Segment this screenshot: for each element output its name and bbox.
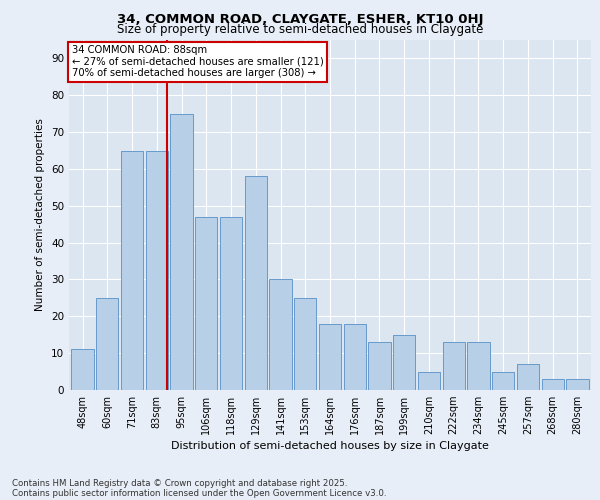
Y-axis label: Number of semi-detached properties: Number of semi-detached properties — [35, 118, 46, 312]
Bar — [492, 372, 514, 390]
Bar — [96, 298, 118, 390]
Bar — [467, 342, 490, 390]
Text: Contains HM Land Registry data © Crown copyright and database right 2025.: Contains HM Land Registry data © Crown c… — [12, 478, 347, 488]
Bar — [195, 217, 217, 390]
Bar — [146, 150, 168, 390]
Text: Size of property relative to semi-detached houses in Claygate: Size of property relative to semi-detach… — [117, 22, 483, 36]
Bar — [542, 379, 564, 390]
Text: 34 COMMON ROAD: 88sqm
← 27% of semi-detached houses are smaller (121)
70% of sem: 34 COMMON ROAD: 88sqm ← 27% of semi-deta… — [71, 46, 323, 78]
Bar — [368, 342, 391, 390]
Bar — [418, 372, 440, 390]
Bar — [220, 217, 242, 390]
Bar — [71, 350, 94, 390]
Bar — [269, 280, 292, 390]
Bar — [170, 114, 193, 390]
Text: Contains public sector information licensed under the Open Government Licence v3: Contains public sector information licen… — [12, 488, 386, 498]
Bar — [121, 150, 143, 390]
Bar — [319, 324, 341, 390]
Bar — [443, 342, 465, 390]
Bar — [344, 324, 366, 390]
Bar — [566, 379, 589, 390]
Bar — [517, 364, 539, 390]
Bar — [393, 334, 415, 390]
X-axis label: Distribution of semi-detached houses by size in Claygate: Distribution of semi-detached houses by … — [171, 442, 489, 452]
Text: 34, COMMON ROAD, CLAYGATE, ESHER, KT10 0HJ: 34, COMMON ROAD, CLAYGATE, ESHER, KT10 0… — [117, 12, 483, 26]
Bar — [294, 298, 316, 390]
Bar — [245, 176, 267, 390]
